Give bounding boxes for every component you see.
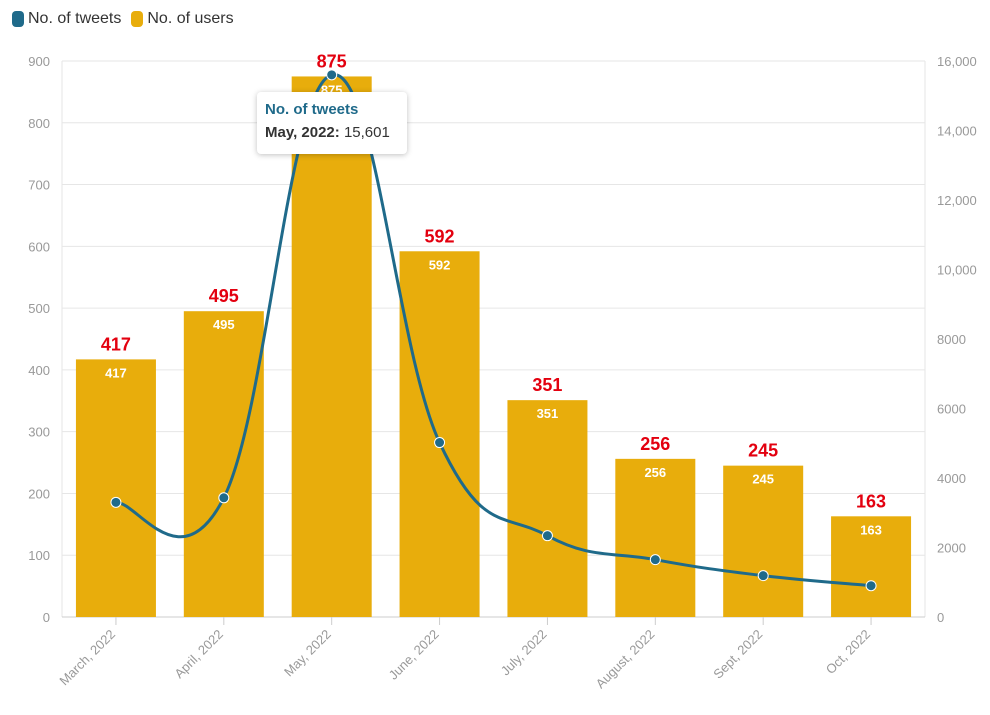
- bar: [615, 458, 696, 617]
- y-tick-label-left: 900: [28, 54, 50, 69]
- bar-value-label-outer: 417: [101, 334, 131, 354]
- bar: [507, 400, 588, 617]
- legend-label-tweets: No. of tweets: [28, 10, 122, 27]
- y-tick-label-right: 12,000: [937, 193, 977, 208]
- x-tick-label: June, 2022: [386, 627, 442, 683]
- bar-value-label-inner: 592: [429, 257, 451, 272]
- y-tick-label-right: 8000: [937, 332, 966, 347]
- tooltip-title: No. of tweets: [265, 101, 359, 118]
- line-point: [757, 570, 769, 582]
- y-tick-label-left: 500: [28, 301, 50, 316]
- legend: No. of tweets No. of users: [12, 10, 234, 28]
- bar-value-label-inner: 351: [537, 406, 559, 421]
- line-point: [110, 496, 122, 508]
- y-tick-label-left: 0: [43, 610, 50, 625]
- tooltip-category: May, 2022:: [265, 124, 340, 141]
- y-tick-label-left: 600: [28, 239, 50, 254]
- bar-value-label-outer: 495: [209, 286, 239, 306]
- y-tick-label-right: 14,000: [937, 124, 977, 139]
- y-tick-label-right: 4000: [937, 471, 966, 486]
- x-tick-label: July, 2022: [498, 627, 550, 679]
- bar: [399, 251, 480, 617]
- bar-value-label-inner: 163: [860, 522, 882, 537]
- bar-value-label-inner: 417: [105, 365, 127, 380]
- line-point: [541, 530, 553, 542]
- y-tick-label-right: 16,000: [937, 54, 977, 69]
- bar-value-label-outer: 875: [317, 51, 347, 71]
- x-tick-label: Sept, 2022: [710, 627, 765, 682]
- legend-item-tweets[interactable]: No. of tweets: [12, 10, 121, 28]
- y-tick-label-left: 300: [28, 425, 50, 440]
- x-tick-label: April, 2022: [171, 627, 226, 682]
- bar-value-label-outer: 245: [748, 441, 778, 461]
- legend-swatch-tweets: [12, 11, 24, 27]
- bar-value-label-outer: 163: [856, 491, 886, 511]
- y-tick-label-left: 800: [28, 116, 50, 131]
- legend-label-users: No. of users: [147, 10, 234, 27]
- bar: [723, 465, 804, 617]
- y-tick-label-left: 100: [28, 548, 50, 563]
- bar-value-label-outer: 256: [640, 434, 670, 454]
- x-tick-label: August, 2022: [593, 627, 658, 692]
- line-point: [865, 580, 877, 592]
- legend-item-users[interactable]: No. of users: [131, 10, 234, 28]
- tooltip-value: 15,601: [343, 124, 390, 141]
- bar-value-label-outer: 592: [425, 226, 455, 246]
- y-tick-label-right: 0: [937, 610, 944, 625]
- line-point: [649, 554, 661, 566]
- line-series-tweets: [115, 73, 872, 588]
- bar: [183, 311, 264, 617]
- bar-value-label-inner: 256: [644, 465, 666, 480]
- bar-value-label-outer: 351: [532, 375, 562, 395]
- y-tick-label-right: 6000: [937, 402, 966, 417]
- legend-swatch-users: [131, 11, 144, 27]
- y-tick-label-right: 2000: [937, 541, 966, 556]
- y-tick-label-left: 700: [28, 178, 50, 193]
- tooltip-row: May, 2022: 15,601: [265, 124, 399, 141]
- bar-value-label-inner: 245: [752, 472, 774, 487]
- bar-value-label-inner: 495: [213, 317, 235, 332]
- x-tick-label: Oct, 2022: [823, 627, 873, 677]
- bar: [75, 359, 156, 617]
- y-tick-label-right: 10,000: [937, 263, 977, 278]
- line-point: [326, 69, 338, 81]
- x-tick-label: March, 2022: [56, 627, 118, 689]
- y-tick-label-left: 400: [28, 363, 50, 378]
- bar: [831, 516, 912, 617]
- x-tick-label: May, 2022: [281, 627, 334, 680]
- y-tick-label-left: 200: [28, 486, 50, 501]
- bar: [291, 76, 372, 617]
- line-point: [434, 437, 446, 449]
- line-point: [218, 492, 230, 504]
- tooltip: No. of tweets May, 2022: 15,601: [257, 92, 407, 154]
